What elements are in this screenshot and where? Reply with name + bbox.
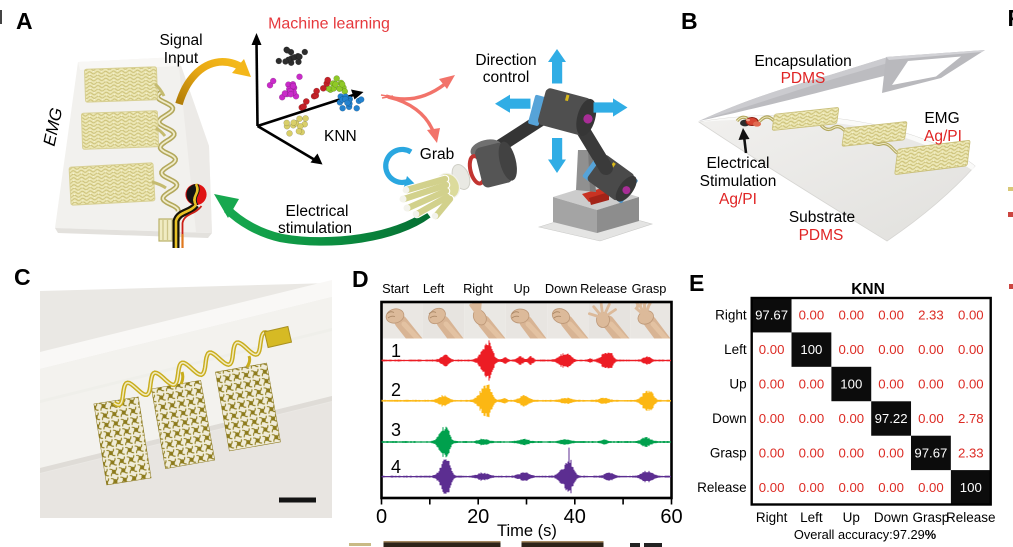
svg-text:0: 0 bbox=[376, 506, 387, 528]
svg-text:20: 20 bbox=[467, 506, 489, 528]
svg-text:97.22: 97.22 bbox=[875, 411, 908, 426]
svg-text:Right: Right bbox=[715, 308, 747, 323]
svg-text:0.00: 0.00 bbox=[878, 308, 904, 323]
svg-text:PDMS: PDMS bbox=[799, 227, 844, 244]
svg-text:B: B bbox=[681, 8, 698, 34]
svg-text:0.00: 0.00 bbox=[878, 342, 904, 357]
svg-text:0.00: 0.00 bbox=[759, 377, 785, 392]
svg-text:Electrical: Electrical bbox=[286, 203, 349, 220]
svg-text:Stimulation: Stimulation bbox=[700, 173, 777, 190]
svg-text:stimulation: stimulation bbox=[278, 220, 352, 237]
svg-text:Overall accuracy:97.29%: Overall accuracy:97.29% bbox=[794, 527, 937, 542]
svg-text:1: 1 bbox=[391, 341, 401, 361]
svg-text:0.00: 0.00 bbox=[918, 480, 944, 495]
svg-text:Grasp: Grasp bbox=[632, 281, 667, 296]
svg-text:0.00: 0.00 bbox=[799, 480, 825, 495]
svg-text:100: 100 bbox=[800, 342, 822, 357]
svg-text:E: E bbox=[689, 270, 704, 296]
svg-text:0.00: 0.00 bbox=[918, 377, 944, 392]
svg-text:D: D bbox=[352, 266, 369, 292]
svg-text:Right: Right bbox=[463, 281, 493, 296]
svg-text:0.00: 0.00 bbox=[838, 480, 864, 495]
svg-text:Down: Down bbox=[545, 281, 578, 296]
svg-text:0.00: 0.00 bbox=[958, 377, 984, 392]
svg-text:Machine learning: Machine learning bbox=[268, 16, 390, 33]
svg-text:Ag/PI: Ag/PI bbox=[719, 191, 757, 208]
svg-text:40: 40 bbox=[564, 506, 586, 528]
svg-text:Grab: Grab bbox=[420, 146, 454, 163]
svg-text:2: 2 bbox=[391, 380, 401, 400]
svg-text:Release: Release bbox=[946, 510, 996, 525]
svg-text:0.00: 0.00 bbox=[838, 445, 864, 460]
svg-text:0.00: 0.00 bbox=[799, 411, 825, 426]
svg-text:Down: Down bbox=[874, 510, 909, 525]
svg-text:control: control bbox=[483, 69, 530, 86]
svg-text:Electrical: Electrical bbox=[707, 155, 770, 172]
svg-text:Up: Up bbox=[843, 510, 860, 525]
svg-text:0.00: 0.00 bbox=[799, 308, 825, 323]
svg-text:100: 100 bbox=[840, 377, 862, 392]
svg-text:0.00: 0.00 bbox=[759, 445, 785, 460]
svg-text:0.00: 0.00 bbox=[918, 411, 944, 426]
svg-text:2.33: 2.33 bbox=[918, 308, 944, 323]
svg-text:Time (s): Time (s) bbox=[497, 522, 557, 540]
svg-text:3: 3 bbox=[391, 420, 401, 440]
svg-text:Input: Input bbox=[164, 50, 199, 67]
svg-text:0.00: 0.00 bbox=[958, 342, 984, 357]
svg-text:0.00: 0.00 bbox=[878, 480, 904, 495]
svg-text:Left: Left bbox=[800, 510, 823, 525]
svg-text:0.00: 0.00 bbox=[799, 377, 825, 392]
svg-text:2.33: 2.33 bbox=[958, 445, 984, 460]
svg-text:4: 4 bbox=[391, 457, 401, 477]
svg-text:Up: Up bbox=[729, 377, 746, 392]
svg-text:F: F bbox=[1008, 5, 1013, 31]
svg-text:PDMS: PDMS bbox=[781, 70, 826, 87]
svg-text:0.00: 0.00 bbox=[918, 342, 944, 357]
svg-text:Down: Down bbox=[712, 411, 747, 426]
svg-text:0.00: 0.00 bbox=[878, 377, 904, 392]
svg-text:0.00: 0.00 bbox=[759, 411, 785, 426]
svg-text:0.00: 0.00 bbox=[799, 445, 825, 460]
svg-text:Left: Left bbox=[423, 281, 445, 296]
svg-text:Substrate: Substrate bbox=[789, 209, 855, 226]
svg-text:97.67: 97.67 bbox=[755, 308, 788, 323]
svg-text:0.00: 0.00 bbox=[838, 411, 864, 426]
svg-text:0.00: 0.00 bbox=[958, 308, 984, 323]
svg-text:Encapsulation: Encapsulation bbox=[754, 53, 851, 70]
svg-text:Release: Release bbox=[697, 480, 747, 495]
svg-text:Signal: Signal bbox=[159, 32, 202, 49]
svg-text:0.00: 0.00 bbox=[838, 342, 864, 357]
svg-text:Start: Start bbox=[382, 281, 409, 296]
svg-text:Release: Release bbox=[580, 281, 627, 296]
svg-text:100: 100 bbox=[960, 480, 982, 495]
svg-text:0.00: 0.00 bbox=[759, 342, 785, 357]
svg-text:97.67: 97.67 bbox=[914, 445, 947, 460]
svg-text:KNN: KNN bbox=[324, 128, 357, 145]
svg-text:Right: Right bbox=[756, 510, 788, 525]
svg-text:Grasp: Grasp bbox=[913, 510, 950, 525]
svg-text:2.78: 2.78 bbox=[958, 411, 984, 426]
svg-text:KNN: KNN bbox=[851, 281, 885, 298]
svg-text:C: C bbox=[14, 264, 31, 290]
svg-text:EMG: EMG bbox=[924, 110, 959, 127]
svg-text:A: A bbox=[16, 8, 33, 34]
svg-text:Grasp: Grasp bbox=[710, 445, 747, 460]
svg-text:60: 60 bbox=[660, 506, 682, 528]
svg-text:Direction: Direction bbox=[475, 52, 536, 69]
svg-text:Ag/PI: Ag/PI bbox=[924, 128, 962, 145]
svg-text:Up: Up bbox=[514, 281, 530, 296]
svg-text:0.00: 0.00 bbox=[759, 480, 785, 495]
svg-text:0.00: 0.00 bbox=[838, 308, 864, 323]
svg-text:0.00: 0.00 bbox=[878, 445, 904, 460]
svg-text:Left: Left bbox=[724, 342, 747, 357]
